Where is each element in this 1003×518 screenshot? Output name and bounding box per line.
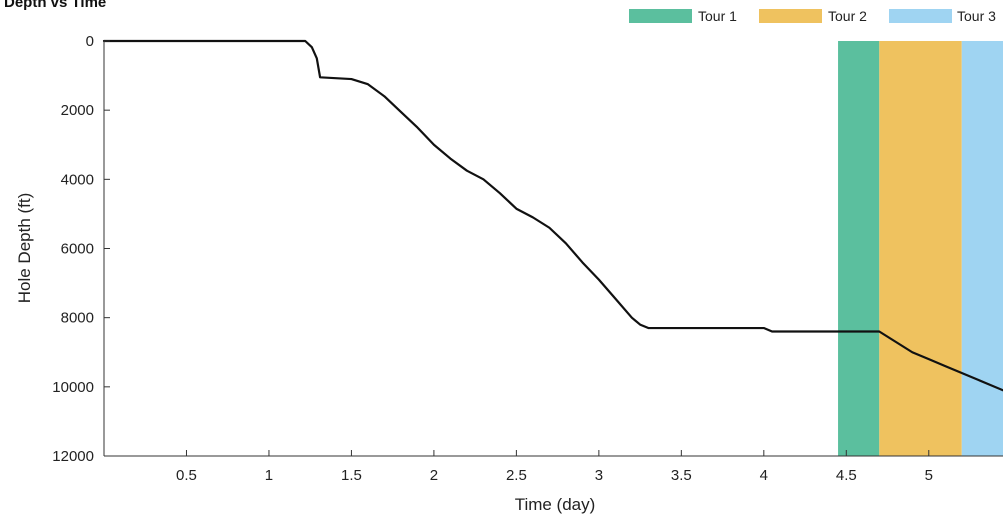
depth-series bbox=[102, 39, 1003, 392]
x-tick-label: 0.5 bbox=[176, 467, 197, 484]
x-tick-label: 4 bbox=[760, 467, 768, 484]
band-tour-3 bbox=[961, 41, 1003, 456]
x-tick-label: 3 bbox=[595, 467, 603, 484]
x-tick-label: 5 bbox=[925, 467, 933, 484]
x-axis-label: Time (day) bbox=[515, 495, 596, 514]
legend-swatch-tour-3 bbox=[889, 9, 952, 23]
y-tick-label: 2000 bbox=[61, 102, 94, 119]
legend-swatch-tour-2 bbox=[759, 9, 822, 23]
x-tick-label: 1.5 bbox=[341, 467, 362, 484]
legend: Tour 1 Tour 2 Tour 3 bbox=[629, 8, 996, 24]
axes bbox=[103, 40, 1003, 457]
y-tick-label: 8000 bbox=[61, 310, 94, 327]
x-tick-label: 2.5 bbox=[506, 467, 527, 484]
y-axis-label: Hole Depth (ft) bbox=[15, 193, 34, 304]
x-tick-label: 1 bbox=[265, 467, 273, 484]
tick-labels: 0.5 1 1.5 2 2.5 3 3.5 4 4.5 5 0 2000 4000 6000 8000 100… bbox=[52, 33, 933, 484]
band-tour-2 bbox=[879, 41, 962, 456]
legend-label-tour-2: Tour 2 bbox=[828, 8, 867, 24]
chart-title: Depth vs Time bbox=[4, 0, 106, 11]
x-tick-label: 3.5 bbox=[671, 467, 692, 484]
legend-swatch-tour-1 bbox=[629, 9, 692, 23]
legend-label-tour-1: Tour 1 bbox=[698, 8, 737, 24]
band-tour-1 bbox=[838, 41, 880, 456]
y-tick-label: 12000 bbox=[52, 448, 94, 465]
series-line-0 bbox=[102, 39, 1003, 392]
y-tick-label: 6000 bbox=[61, 241, 94, 258]
y-tick-label: 10000 bbox=[52, 379, 94, 396]
legend-label-tour-3: Tour 3 bbox=[957, 8, 996, 24]
x-tick-label: 4.5 bbox=[836, 467, 857, 484]
y-tick-label: 0 bbox=[86, 33, 94, 50]
x-tick-label: 2 bbox=[430, 467, 438, 484]
y-tick-label: 4000 bbox=[61, 171, 94, 188]
tour-bands bbox=[838, 41, 1003, 456]
